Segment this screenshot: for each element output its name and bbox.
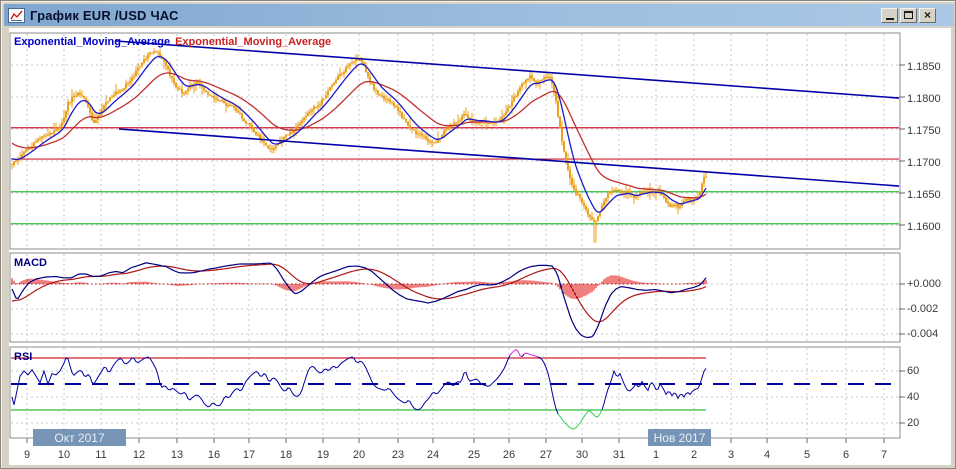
price-scale-label: 1.1850 — [907, 61, 941, 73]
minimize-icon — [885, 18, 894, 20]
price-scale-label: 1.1600 — [907, 221, 941, 233]
window-title: График EUR /USD ЧАС — [30, 7, 179, 23]
date-axis-label: 10 — [57, 449, 71, 461]
rsi-scale-label: 20 — [907, 417, 920, 429]
date-axis-label: 1 — [652, 449, 660, 461]
date-axis-label: 7 — [880, 449, 888, 461]
date-axis-label: 19 — [316, 449, 330, 461]
date-axis-label: 18 — [279, 449, 293, 461]
date-axis-label: 2 — [690, 449, 698, 461]
ema-fast-label: Exponential_Moving_Average — [14, 36, 171, 48]
maximize-button[interactable] — [900, 7, 917, 23]
price-scale-label: 1.1650 — [907, 189, 941, 201]
price-scale-label: 1.1700 — [907, 157, 941, 169]
month-label-box: Нов 2017 — [648, 429, 711, 446]
minimize-button[interactable] — [881, 7, 898, 23]
date-axis-label: 9 — [23, 449, 31, 461]
close-button[interactable]: × — [919, 7, 936, 23]
date-axis-label: 27 — [539, 449, 553, 461]
macd-label: MACD — [14, 257, 47, 269]
price-scale-label: 1.1800 — [907, 93, 941, 105]
date-axis-label: 11 — [95, 449, 107, 461]
chart-window-icon — [8, 7, 25, 23]
date-axis-label: 5 — [803, 449, 811, 461]
date-axis-label: 31 — [612, 449, 626, 461]
date-axis-label: 20 — [352, 449, 366, 461]
date-axis-label: 23 — [391, 449, 405, 461]
rsi-scale-label: 40 — [907, 391, 920, 403]
date-axis-label: 17 — [242, 449, 256, 461]
date-axis-label: 12 — [132, 449, 146, 461]
date-axis-label: 4 — [763, 449, 771, 461]
ema-slow-label: Exponential_Moving_Average — [175, 36, 332, 48]
date-axis-label: 6 — [842, 449, 850, 461]
date-axis-label: 13 — [170, 449, 184, 461]
macd-scale-label: -0.004 — [907, 328, 939, 340]
date-axis-label: 3 — [727, 449, 735, 461]
date-axis-label: 24 — [426, 449, 440, 461]
date-axis-label: 26 — [502, 449, 516, 461]
date-axis-label: 30 — [575, 449, 589, 461]
macd-scale-label: +0.000 — [907, 278, 941, 290]
rsi-label: RSI — [14, 351, 33, 363]
price-scale-label: 1.1750 — [907, 125, 941, 137]
ema-labels-row: Exponential_Moving_Average Exponential_M… — [14, 36, 331, 48]
rsi-scale-label: 60 — [907, 365, 920, 377]
titlebar[interactable]: График EUR /USD ЧАС × — [4, 4, 954, 26]
date-axis-label: 16 — [207, 449, 221, 461]
close-icon: × — [923, 8, 931, 22]
date-axis-label: 25 — [467, 449, 481, 461]
maximize-icon — [904, 11, 913, 19]
month-label-box: Окт 2017 — [33, 429, 126, 446]
macd-scale-label: -0.002 — [907, 303, 939, 315]
